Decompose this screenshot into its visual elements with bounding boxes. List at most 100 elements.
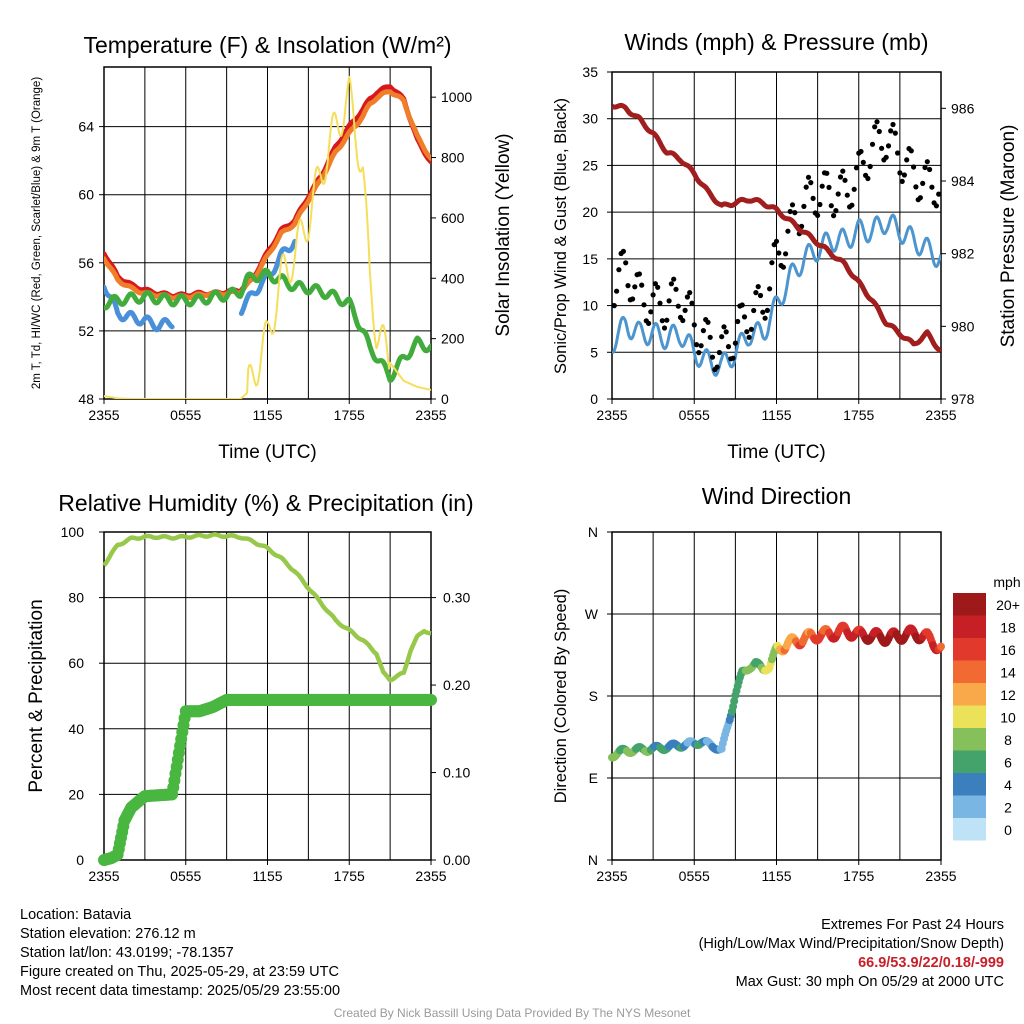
gust-point bbox=[917, 195, 924, 201]
gust-point bbox=[922, 164, 928, 171]
gust-point bbox=[828, 203, 834, 209]
x-tick-label: 1155 bbox=[761, 407, 791, 423]
colorbar-label: 2 bbox=[1004, 800, 1012, 816]
gust-point bbox=[805, 174, 812, 180]
colorbar-cell bbox=[953, 818, 986, 841]
y-tick-label: N bbox=[588, 852, 598, 868]
gust-point bbox=[860, 159, 866, 165]
y-tick-label: 25 bbox=[582, 157, 598, 173]
gust-point bbox=[787, 208, 793, 215]
y-axis-label: Direction (Colored By Speed) bbox=[552, 589, 570, 804]
latlon-text: Station lat/lon: 43.0199; -78.1357 bbox=[20, 945, 234, 961]
gust-point bbox=[646, 320, 652, 326]
gust-point bbox=[785, 228, 791, 234]
chart-panel-2: 2355 0555 1155 1755 2355 Winds (mph) & Pressu… bbox=[552, 29, 1019, 463]
y2-tick-label: 980 bbox=[951, 318, 975, 334]
y2-tick-label: 200 bbox=[441, 331, 465, 347]
colorbar-label: 8 bbox=[1004, 732, 1012, 748]
colorbar-cell bbox=[953, 750, 986, 773]
gust-point bbox=[700, 328, 707, 334]
colorbar-label: 12 bbox=[1000, 687, 1016, 703]
gust-point bbox=[664, 317, 670, 323]
gust-point bbox=[776, 250, 782, 256]
credit-line: Created By Nick Bassill Using Data Provi… bbox=[333, 1006, 691, 1020]
y-tick-label: 60 bbox=[68, 655, 84, 671]
gust-point bbox=[755, 284, 761, 290]
gust-point bbox=[757, 292, 764, 299]
gust-point bbox=[693, 342, 700, 348]
gust-point bbox=[853, 165, 860, 171]
y2-tick-label: 978 bbox=[951, 391, 975, 407]
x-tick-label: 2355 bbox=[596, 407, 627, 423]
y-tick-label: 20 bbox=[582, 204, 598, 220]
gust-point bbox=[895, 150, 901, 156]
direction-point bbox=[937, 642, 945, 651]
gust-point bbox=[655, 284, 661, 290]
gust-point bbox=[769, 260, 775, 266]
gust-point bbox=[865, 175, 871, 182]
gust-point bbox=[824, 170, 830, 176]
x-axis-label: Time (UTC) bbox=[218, 442, 317, 463]
y2-tick-label: 800 bbox=[441, 150, 465, 166]
gust-point bbox=[723, 329, 729, 335]
series-heat_index_wind_chill bbox=[104, 267, 431, 383]
gust-point bbox=[815, 212, 821, 218]
gust-point bbox=[792, 210, 798, 216]
gust-point bbox=[911, 164, 917, 170]
gust-point bbox=[657, 300, 663, 306]
x-tick-label: 1755 bbox=[843, 868, 874, 884]
gust-point bbox=[630, 296, 636, 302]
gust-point bbox=[908, 148, 914, 154]
gust-point bbox=[876, 128, 882, 135]
gust-point bbox=[858, 148, 864, 155]
colorbar-label: 4 bbox=[1004, 777, 1012, 793]
gust-point bbox=[929, 184, 935, 190]
x-tick-label: 2355 bbox=[88, 407, 119, 423]
y-axis-label: Percent & Precipitation bbox=[26, 599, 47, 792]
gust-point bbox=[773, 238, 780, 244]
colorbar-cell bbox=[953, 638, 986, 661]
gust-point bbox=[735, 318, 741, 325]
colorbar-label: 20+ bbox=[996, 597, 1020, 613]
x-tick-label: 0555 bbox=[170, 868, 201, 884]
gust-point bbox=[666, 298, 672, 304]
gust-point bbox=[890, 121, 896, 128]
gust-point bbox=[831, 213, 837, 219]
x-axis-label: Time (UTC) bbox=[727, 442, 826, 463]
y-tick-label: 0 bbox=[590, 391, 598, 407]
gust-point bbox=[897, 170, 903, 176]
y2-tick-label: 0.10 bbox=[443, 765, 470, 781]
gust-point bbox=[842, 177, 848, 183]
gust-point bbox=[705, 319, 711, 325]
colorbar-cell bbox=[953, 705, 986, 728]
x-tick-label: 2355 bbox=[925, 407, 956, 423]
x-tick-label: 1755 bbox=[334, 407, 365, 423]
gust-point bbox=[744, 329, 750, 335]
gust-point bbox=[696, 350, 702, 356]
x-tick-label: 0555 bbox=[170, 407, 201, 423]
colorbar-cell bbox=[953, 795, 986, 818]
gust-point bbox=[933, 203, 940, 209]
gust-point bbox=[748, 326, 755, 332]
y2-axis-label: Station Pressure (Maroon) bbox=[998, 125, 1019, 348]
gust-point bbox=[844, 192, 850, 198]
colorbar-label: 0 bbox=[1004, 822, 1012, 838]
gust-point bbox=[885, 143, 892, 149]
elevation-text: Station elevation: 276.12 m bbox=[20, 926, 196, 942]
gust-point bbox=[636, 271, 643, 277]
series-temp_9m bbox=[104, 89, 431, 301]
gust-point bbox=[767, 286, 773, 292]
y-tick-label: 20 bbox=[68, 786, 84, 802]
y-tick-label: E bbox=[589, 770, 598, 786]
y2-tick-label: 0 bbox=[441, 391, 449, 407]
gust-point bbox=[826, 184, 832, 190]
plot-area bbox=[608, 621, 945, 762]
gust-point bbox=[764, 307, 771, 313]
gust-point bbox=[612, 303, 617, 309]
y-axis-label: Sonic/Prop Wind & Gust (Blue, Black) bbox=[552, 98, 570, 374]
y-tick-label: 56 bbox=[78, 255, 94, 271]
x-tick-label: 2355 bbox=[415, 407, 446, 423]
gust-point bbox=[888, 128, 894, 134]
gust-point bbox=[746, 334, 752, 340]
y-tick-label: 100 bbox=[61, 524, 85, 540]
